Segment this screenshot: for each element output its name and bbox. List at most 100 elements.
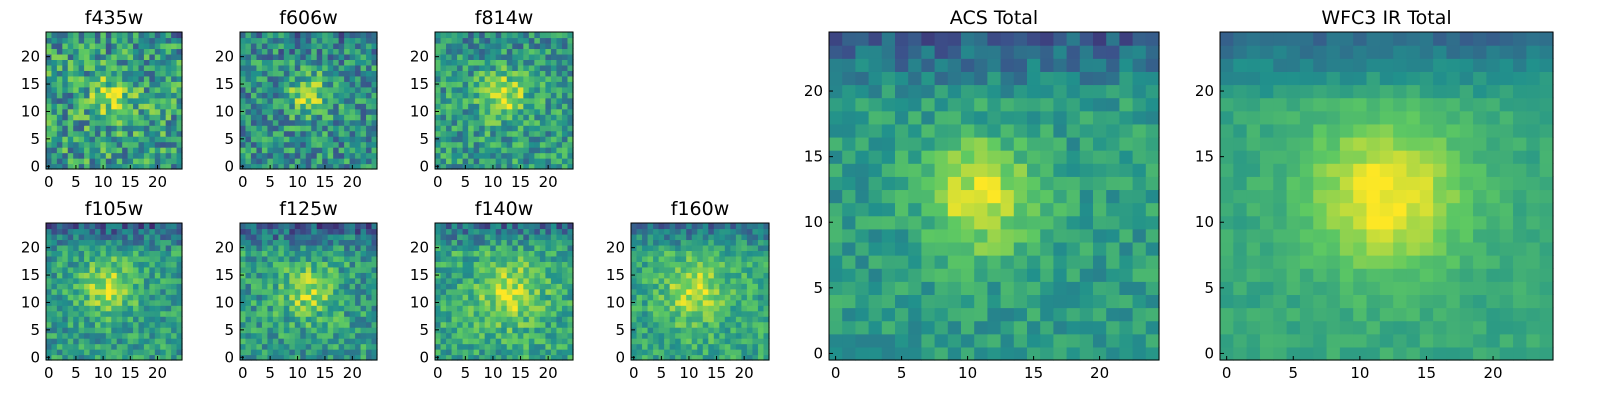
heatmap-cell <box>669 343 676 350</box>
heatmap-cell <box>94 316 101 323</box>
heatmap-cell <box>1000 150 1015 164</box>
heatmap-cell <box>735 283 742 290</box>
heatmap-cell <box>691 233 698 241</box>
heatmap-cell <box>355 48 362 55</box>
heatmap-cell <box>567 343 574 350</box>
heatmap-cell <box>697 272 704 279</box>
heatmap-cell <box>934 176 949 191</box>
heatmap-cell <box>691 305 698 312</box>
heatmap-cell <box>895 294 909 309</box>
heatmap-cell <box>56 332 63 339</box>
heatmap-cell <box>446 233 453 241</box>
heatmap-cell <box>165 81 172 88</box>
heatmap-cell <box>680 299 687 306</box>
heatmap-cell <box>855 281 870 295</box>
heatmap-cell <box>272 158 279 165</box>
heatmap-cell <box>360 261 367 268</box>
heatmap-cell <box>495 272 502 279</box>
heatmap-cell <box>435 130 442 137</box>
heatmap-cell <box>550 59 558 66</box>
heatmap-cell <box>327 136 334 143</box>
heatmap-cell <box>176 305 183 312</box>
heatmap-cell <box>1093 215 1107 230</box>
heatmap-cell <box>116 125 123 132</box>
heatmap-cell <box>974 320 988 335</box>
heatmap-cell <box>51 223 58 230</box>
heatmap-cell <box>327 81 334 88</box>
heatmap-cell <box>327 223 334 230</box>
heatmap-cell <box>446 343 453 350</box>
heatmap-cell <box>256 294 263 301</box>
heatmap-cell <box>176 125 183 132</box>
heatmap-cell <box>371 316 378 323</box>
heatmap-cell <box>127 141 134 148</box>
heatmap-cell <box>669 277 676 284</box>
heatmap-cell <box>300 92 307 99</box>
heatmap-cell <box>881 136 896 151</box>
heatmap-cell <box>741 316 748 323</box>
heatmap-cell <box>506 332 513 339</box>
heatmap-cell <box>484 277 491 284</box>
heatmap-cell <box>344 294 351 301</box>
heatmap-cell <box>1053 228 1068 243</box>
heatmap-cell <box>855 123 870 138</box>
heatmap-cell <box>51 48 58 55</box>
heatmap-cell <box>240 92 247 99</box>
heatmap-cell <box>278 332 285 339</box>
heatmap-cell <box>1132 346 1147 361</box>
heatmap-cell <box>160 32 167 39</box>
heatmap-cell <box>446 250 453 257</box>
heatmap-cell <box>133 321 140 328</box>
heatmap-cell <box>127 283 134 290</box>
heatmap-cell <box>724 354 731 361</box>
heatmap-cell <box>305 266 312 273</box>
heatmap-cell <box>947 163 962 177</box>
heatmap-cell <box>122 327 129 334</box>
heatmap-cell <box>947 255 962 269</box>
heatmap-cell <box>283 266 290 273</box>
heatmap-cell <box>73 70 80 77</box>
heatmap-cell <box>435 141 442 148</box>
heatmap-cell <box>256 250 263 257</box>
heatmap-cell <box>664 277 671 284</box>
heatmap-cell <box>961 136 975 151</box>
heatmap-cell <box>272 343 279 350</box>
heatmap-cell <box>51 354 58 361</box>
heatmap-cell <box>278 250 285 257</box>
heatmap-cell <box>355 81 362 88</box>
heatmap-cell <box>67 32 74 39</box>
heatmap-cell <box>545 310 552 317</box>
heatmap-cell <box>305 349 312 356</box>
heatmap-cell <box>256 152 263 159</box>
axes-frame <box>630 222 770 361</box>
heatmap-cell <box>446 130 453 137</box>
heatmap-cell <box>371 152 378 159</box>
heatmap-cell <box>105 321 112 328</box>
heatmap-cell <box>451 332 458 339</box>
heatmap-cell <box>56 223 63 230</box>
heatmap-cell <box>921 333 936 348</box>
heatmap-cell <box>1013 281 1028 295</box>
heatmap-cell <box>501 108 508 115</box>
heatmap-cell <box>300 141 307 148</box>
heatmap-cell <box>127 332 134 339</box>
heatmap-cell <box>440 338 447 345</box>
heatmap-cell <box>116 103 123 110</box>
heatmap-cell <box>479 141 486 148</box>
heatmap-cell <box>344 114 351 121</box>
heatmap-cell <box>435 48 442 55</box>
heatmap-cell <box>647 288 654 295</box>
heatmap-cell <box>333 305 340 312</box>
heatmap-cell <box>647 250 654 257</box>
heatmap-cell <box>143 130 150 137</box>
heatmap-cell <box>143 321 150 328</box>
heatmap-cell <box>680 338 687 345</box>
heatmap-cell <box>261 316 268 323</box>
heatmap-cell <box>51 244 58 251</box>
heatmap-cell <box>171 228 178 235</box>
heatmap-cell <box>261 147 268 154</box>
heatmap-cell <box>457 125 464 132</box>
heatmap-cell <box>305 299 312 306</box>
heatmap-cell <box>344 239 351 246</box>
